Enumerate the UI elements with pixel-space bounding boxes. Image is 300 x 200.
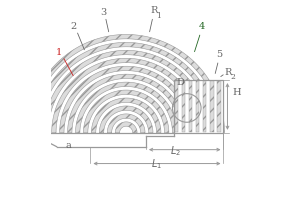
Text: 2: 2 [230,73,235,81]
Text: $L_1$: $L_1$ [152,158,163,171]
Bar [174,80,224,133]
Text: H: H [232,88,241,97]
Text: 1: 1 [156,12,161,20]
Polygon shape [107,114,145,133]
Polygon shape [36,42,217,133]
Text: a: a [66,141,71,150]
Text: 3: 3 [100,8,106,17]
Polygon shape [44,50,208,133]
Polygon shape [83,90,169,133]
Text: 1: 1 [56,48,62,57]
Polygon shape [28,34,224,133]
Polygon shape [115,122,137,133]
Text: R: R [150,6,158,15]
Text: D: D [177,78,185,87]
Bar [182,81,185,132]
Text: 2: 2 [70,22,77,31]
Text: R: R [225,68,232,77]
Text: $L_2$: $L_2$ [170,144,181,158]
Text: 5: 5 [217,50,223,59]
Bar [210,81,214,132]
Bar [189,81,192,132]
Polygon shape [68,74,185,133]
Bar [218,81,220,132]
Bar [196,81,200,132]
Polygon shape [99,106,153,133]
Polygon shape [52,58,201,133]
Text: 4: 4 [199,22,205,31]
Bar [203,81,206,132]
Polygon shape [60,66,193,133]
Polygon shape [92,98,161,133]
Polygon shape [76,82,177,133]
Bar [175,81,178,132]
